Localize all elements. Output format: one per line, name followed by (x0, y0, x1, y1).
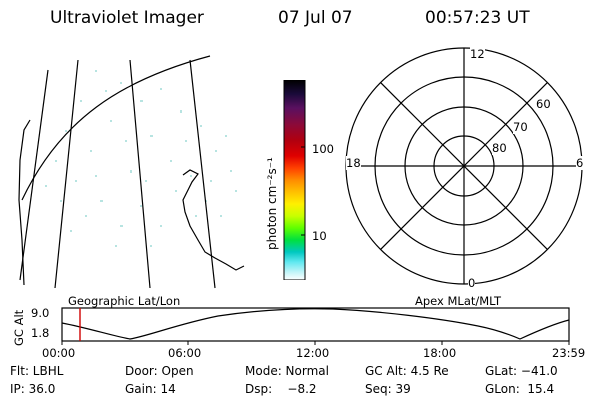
timeline-ytick-max: 9.0 (31, 306, 50, 320)
coastline (18, 119, 31, 286)
mlt-label-0: 0 (468, 276, 476, 290)
app-title: Ultraviolet Imager (50, 8, 204, 28)
timeline-xtick-2359: 23:59 (552, 346, 586, 360)
mlt-label-12: 12 (470, 47, 485, 61)
altitude-timeline (61, 307, 570, 345)
uv-speckle (45, 70, 237, 247)
seq-info: Seq: 39 (365, 382, 411, 396)
meridian-line (19, 69, 49, 281)
colorbar-tick-10: 10 (312, 229, 327, 243)
apex-mlat-label: Apex MLat/MLT (415, 294, 502, 308)
timeline-axis-label: GC Alt (12, 309, 26, 346)
dsp-info: Dsp: −8.2 (245, 382, 317, 396)
lat-label-70: 70 (513, 120, 528, 134)
mlt-label-18: 18 (346, 156, 361, 170)
lat-label-80: 80 (492, 141, 507, 155)
timeline-frame (61, 307, 570, 342)
date-label: 07 Jul 07 (278, 8, 353, 28)
latitude-curve (21, 55, 211, 201)
timeline-xtick-1800: 18:00 (423, 346, 457, 360)
time-label: 00:57:23 UT (425, 8, 530, 28)
mlt-label-6: 6 (576, 156, 584, 170)
meridian-line (189, 59, 216, 289)
timeline-xtick-1200: 12:00 (296, 346, 330, 360)
geo-latlon-label: Geographic Lat/Lon (68, 294, 181, 308)
timeline-xtick-0600: 06:00 (168, 346, 202, 360)
door-info: Door: Open (125, 364, 194, 378)
geographic-image (18, 55, 245, 289)
polar-plot (345, 47, 583, 285)
lat-label-60: 60 (536, 97, 551, 111)
timeline-xtick-0000: 00:00 (42, 346, 76, 360)
filter-info: Flt: LBHL (10, 364, 64, 378)
coastline (182, 169, 245, 271)
gc-alt-info: GC Alt: 4.5 Re (365, 364, 449, 378)
colorbar-tick-100: 100 (312, 142, 334, 156)
glon-info: GLon: 15.4 (485, 382, 555, 396)
mode-info: Mode: Normal (245, 364, 329, 378)
meridian-line (54, 59, 79, 289)
glat-info: GLat: −41.0 (485, 364, 558, 378)
ip-info: IP: 36.0 (10, 382, 56, 396)
meridian-line (129, 59, 151, 289)
colorbar-label: photon cm⁻²s⁻¹ (265, 157, 279, 250)
polar-diag-2 (380, 82, 548, 250)
colorbar (283, 80, 306, 280)
gain-info: Gain: 14 (125, 382, 176, 396)
timeline-ytick-min: 1.8 (31, 326, 50, 340)
altitude-curve (61, 308, 570, 340)
